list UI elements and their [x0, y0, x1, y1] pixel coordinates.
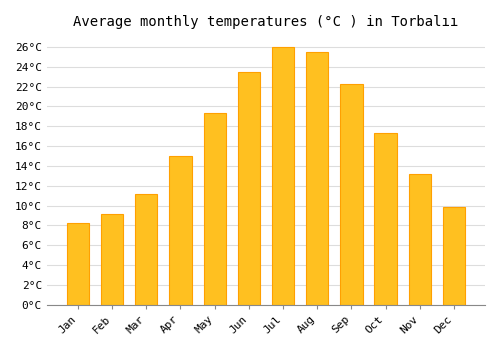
- Bar: [170, 156, 192, 304]
- Bar: [306, 52, 328, 304]
- Bar: [67, 223, 89, 304]
- Bar: [272, 47, 294, 304]
- Bar: [374, 133, 396, 304]
- Bar: [135, 194, 158, 304]
- Bar: [443, 206, 465, 304]
- Bar: [204, 113, 226, 304]
- Bar: [101, 215, 123, 304]
- Title: Average monthly temperatures (°C ) in Torbalıı: Average monthly temperatures (°C ) in To…: [74, 15, 458, 29]
- Bar: [408, 174, 431, 304]
- Bar: [340, 84, 362, 304]
- Bar: [238, 72, 260, 304]
